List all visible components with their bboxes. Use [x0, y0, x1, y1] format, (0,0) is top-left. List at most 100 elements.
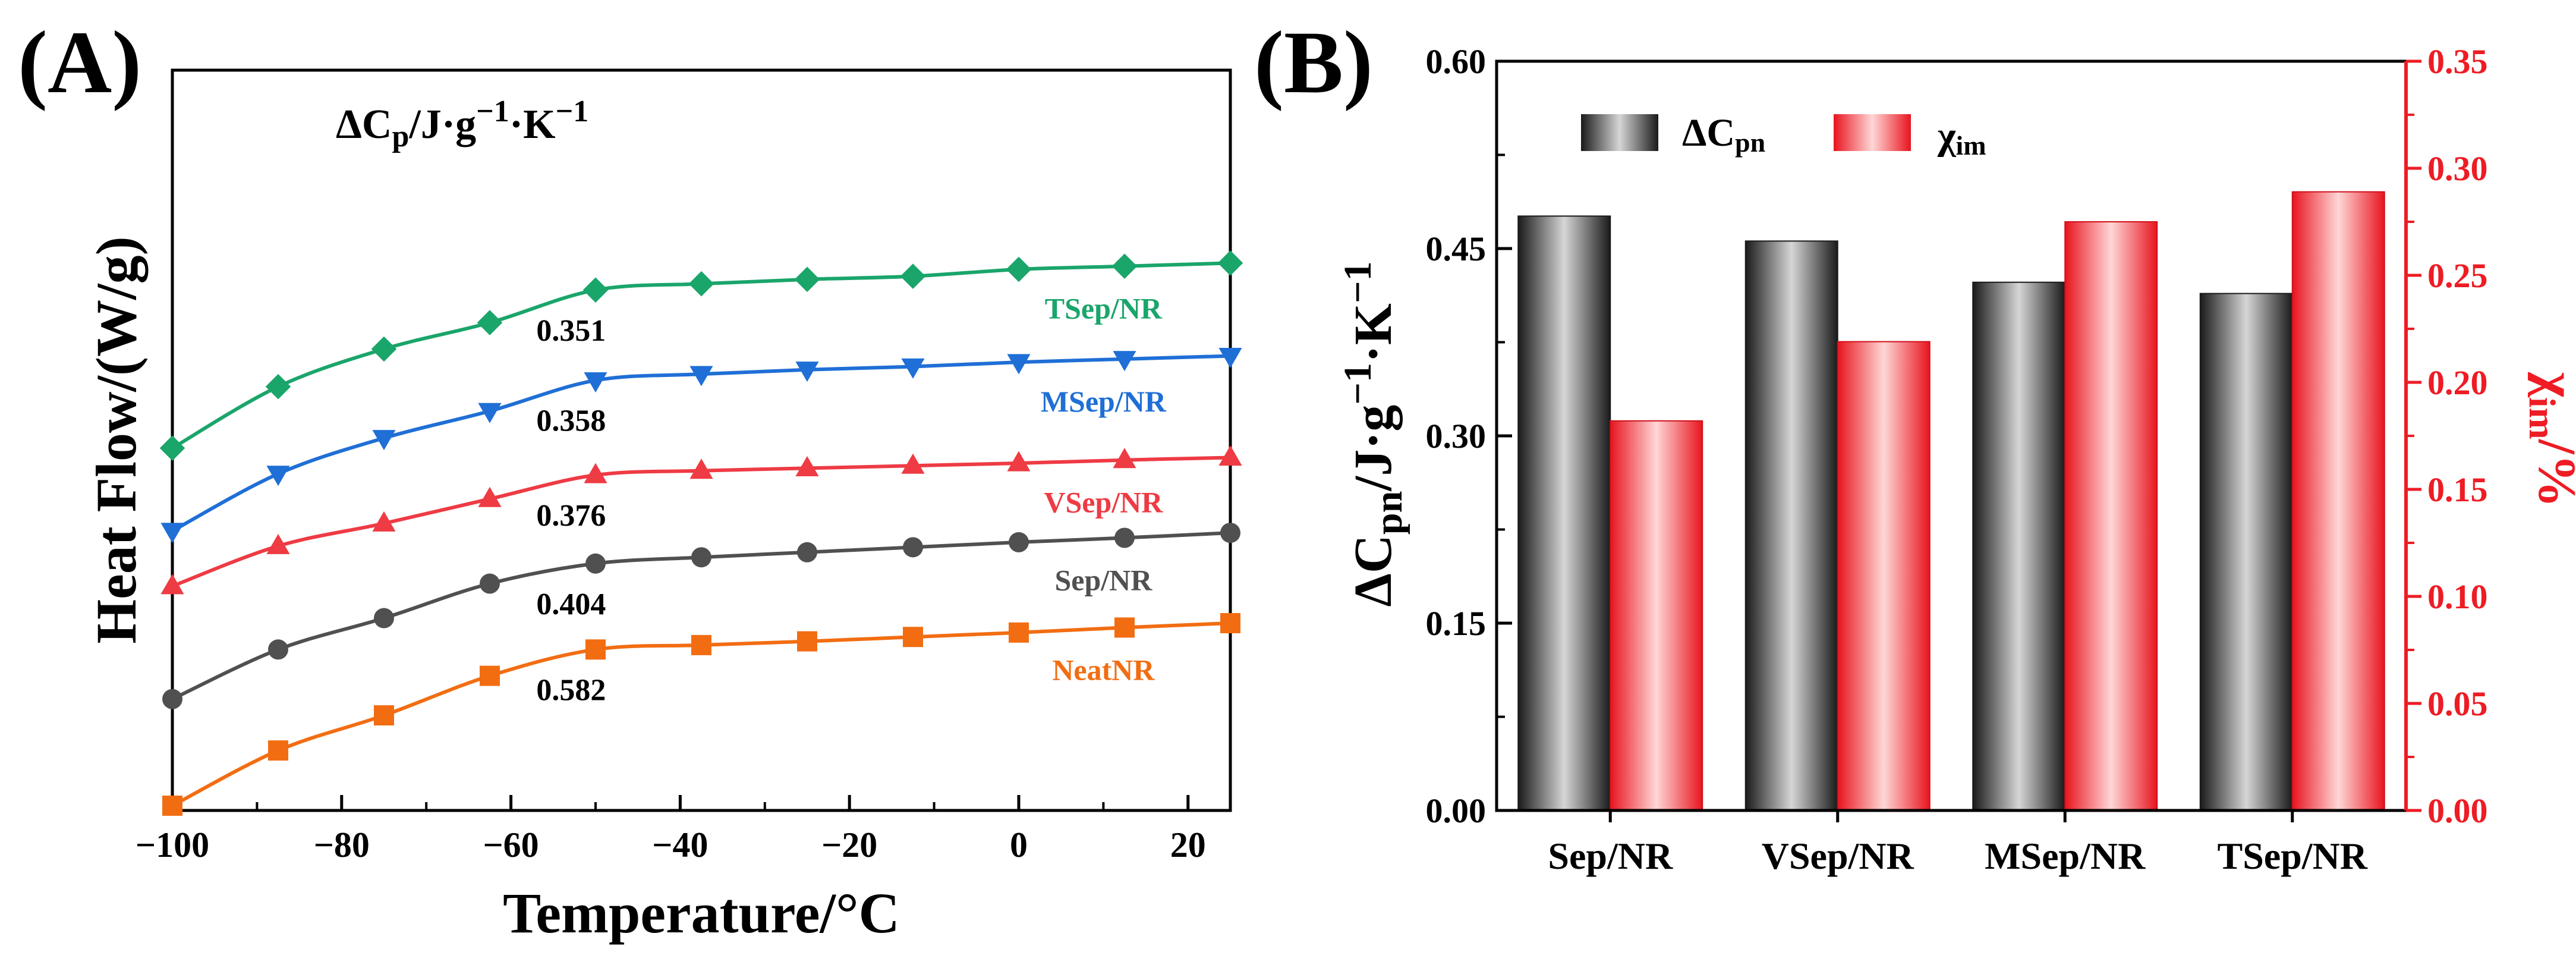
- data-point: [374, 705, 394, 726]
- data-point: [374, 608, 394, 629]
- y2-tick-label-b: 0.20: [2427, 363, 2488, 402]
- data-point: [1220, 612, 1240, 633]
- data-point: [903, 627, 923, 648]
- data-point: [162, 689, 182, 709]
- title-mid: ·K: [509, 102, 556, 147]
- data-point: [265, 374, 291, 400]
- series-name-label: MSep/NR: [1041, 385, 1167, 418]
- panel-a-line-chart: −100 −80 −60 −40 −20 0 20 0.351 TSep/NR 0.358 MSe…: [84, 68, 1243, 945]
- x-tick-label-a: −100: [136, 825, 209, 865]
- series-labels-a: 0.351 TSep/NR 0.358 MSep/NR 0.376 VSep/NR 0.40…: [536, 292, 1167, 708]
- tg-annotation: 0.358: [536, 404, 606, 438]
- bar-chi-im: [2291, 191, 2385, 812]
- data-point: [266, 466, 290, 486]
- data-point: [1114, 617, 1135, 638]
- data-point: [1114, 527, 1135, 548]
- data-point: [903, 537, 923, 558]
- ylabel-sup1: −1: [1336, 363, 1380, 405]
- data-point: [478, 486, 502, 507]
- data-point: [1111, 253, 1138, 279]
- y-tick-label-b: 0.15: [1426, 604, 1487, 643]
- data-point: [585, 639, 606, 660]
- legend-sub: pn: [1735, 127, 1765, 158]
- data-point: [162, 796, 182, 816]
- tg-annotation: 0.376: [536, 499, 606, 533]
- y2-tick-label-b: 0.05: [2427, 684, 2488, 723]
- data-point: [1006, 256, 1032, 282]
- y-tick-label-b: 0.45: [1426, 230, 1487, 268]
- y2-axis-label-b: χim/%: [2521, 372, 2576, 508]
- category-label-b: VSep/NR: [1762, 835, 1914, 877]
- data-point: [794, 266, 820, 293]
- y-axis-label-a: Heat Flow/(W/g): [84, 236, 148, 643]
- bar-chi-im: [2064, 221, 2158, 811]
- bar-dcpn: [1517, 215, 1611, 811]
- data-point: [900, 263, 926, 289]
- ylabel-mid: ·K: [1344, 303, 1403, 363]
- y-tick-label-b: 0.60: [1426, 42, 1487, 81]
- data-point: [795, 456, 819, 477]
- ylabel-sub: pn: [1367, 491, 1410, 535]
- title-sub: p: [392, 120, 409, 153]
- x-tick-label-a: 20: [1170, 825, 1206, 865]
- category-labels-b: Sep/NR VSep/NR MSep/NR TSep/NR: [1548, 810, 2368, 877]
- panel-a-letter: (A): [18, 13, 141, 112]
- data-point: [1220, 523, 1240, 543]
- data-point: [689, 458, 713, 479]
- title-sup2: −1: [556, 95, 589, 128]
- y2-tick-label-b: 0.30: [2427, 149, 2488, 188]
- data-point: [372, 511, 396, 532]
- y2label-rest: /%: [2527, 439, 2576, 508]
- y-tick-label-b: 0.00: [1426, 791, 1487, 830]
- data-point: [477, 310, 503, 335]
- data-point: [371, 336, 397, 362]
- series-name-label: Sep/NR: [1054, 564, 1152, 597]
- legend-label-dcpn: ΔCpn: [1682, 111, 1765, 158]
- series-curves-a: [171, 261, 1231, 807]
- y2-tick-label-b: 0.15: [2427, 470, 2488, 509]
- data-point: [1009, 532, 1029, 552]
- data-point: [1007, 354, 1031, 375]
- data-point: [268, 740, 288, 761]
- panel-b-letter: (B): [1254, 13, 1373, 112]
- data-point: [795, 362, 819, 382]
- legend-main: ΔC: [1682, 111, 1735, 155]
- data-point: [1009, 622, 1029, 643]
- y-tick-label-b: 0.30: [1426, 417, 1487, 455]
- data-point: [480, 573, 500, 594]
- data-point: [689, 366, 713, 386]
- series-name-label: NeatNR: [1052, 653, 1155, 686]
- data-point: [901, 358, 925, 379]
- category-label-b: MSep/NR: [1985, 835, 2146, 877]
- series-name-label: VSep/NR: [1044, 486, 1163, 519]
- data-point: [478, 403, 502, 423]
- title-rest: /J·g: [408, 102, 476, 147]
- bar-chi-im: [1837, 341, 1931, 811]
- data-point: [160, 574, 184, 595]
- data-point: [1113, 351, 1136, 372]
- y2-ticks-b: 0.00 0.05 0.10 0.15 0.20 0.25 0.30 0.35: [2406, 42, 2488, 830]
- data-point: [480, 665, 500, 686]
- x-tick-label-a: 0: [1010, 825, 1028, 865]
- category-label-b: Sep/NR: [1548, 835, 1673, 877]
- data-point: [268, 639, 288, 660]
- plot-area-a: [171, 68, 1232, 812]
- y2-tick-label-b: 0.00: [2427, 791, 2488, 830]
- x-ticks-a: −100 −80 −60 −40 −20 0 20: [136, 795, 1206, 865]
- data-point: [688, 271, 714, 297]
- x-tick-label-a: −40: [652, 825, 708, 865]
- tg-annotation: 0.404: [536, 587, 606, 621]
- data-point: [266, 533, 290, 554]
- title-main: ΔC: [336, 102, 392, 147]
- data-point: [1218, 445, 1242, 466]
- series-markers-a: [159, 250, 1243, 816]
- data-point: [1217, 250, 1243, 276]
- legend-main: χ: [1937, 114, 1957, 158]
- bar-dcpn: [1972, 281, 2066, 811]
- category-label-b: TSep/NR: [2218, 835, 2368, 877]
- data-point: [1007, 451, 1031, 472]
- data-point: [372, 430, 396, 451]
- x-tick-label-a: −20: [821, 825, 877, 865]
- data-point: [1218, 347, 1242, 368]
